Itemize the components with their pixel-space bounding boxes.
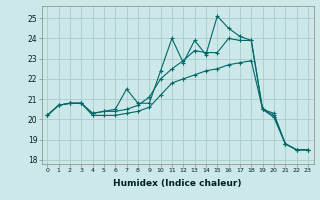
X-axis label: Humidex (Indice chaleur): Humidex (Indice chaleur) bbox=[113, 179, 242, 188]
